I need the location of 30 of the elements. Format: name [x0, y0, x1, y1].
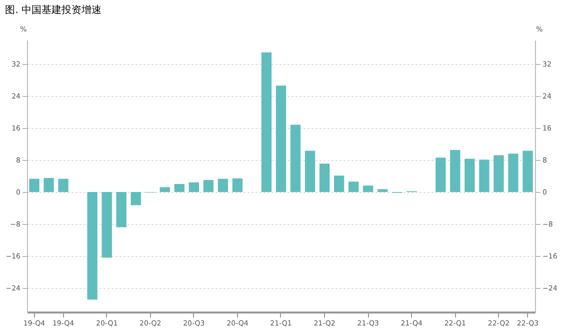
bar [58, 178, 68, 192]
bar [44, 178, 54, 192]
bar [319, 164, 330, 192]
bar [188, 182, 199, 192]
bar [29, 178, 40, 192]
bar [450, 150, 460, 192]
bar [276, 86, 286, 192]
bar [436, 158, 446, 192]
bar [261, 52, 272, 192]
bar [218, 178, 228, 192]
bar [479, 160, 490, 192]
bar [160, 187, 170, 192]
bar [304, 150, 316, 192]
bar [174, 184, 184, 192]
bar [130, 192, 141, 206]
bar [102, 192, 112, 258]
bar [494, 155, 504, 192]
bar [334, 176, 344, 192]
bar [232, 178, 243, 192]
bar [522, 150, 533, 192]
bar [116, 192, 126, 228]
bar [87, 192, 98, 300]
bar [508, 154, 518, 192]
bar [203, 180, 214, 192]
chart-title: 图. 中国基建投资增速 [5, 4, 102, 16]
bar [378, 189, 388, 192]
bar [464, 158, 475, 192]
bar [348, 182, 359, 192]
bar [290, 124, 301, 192]
bar [363, 186, 374, 192]
